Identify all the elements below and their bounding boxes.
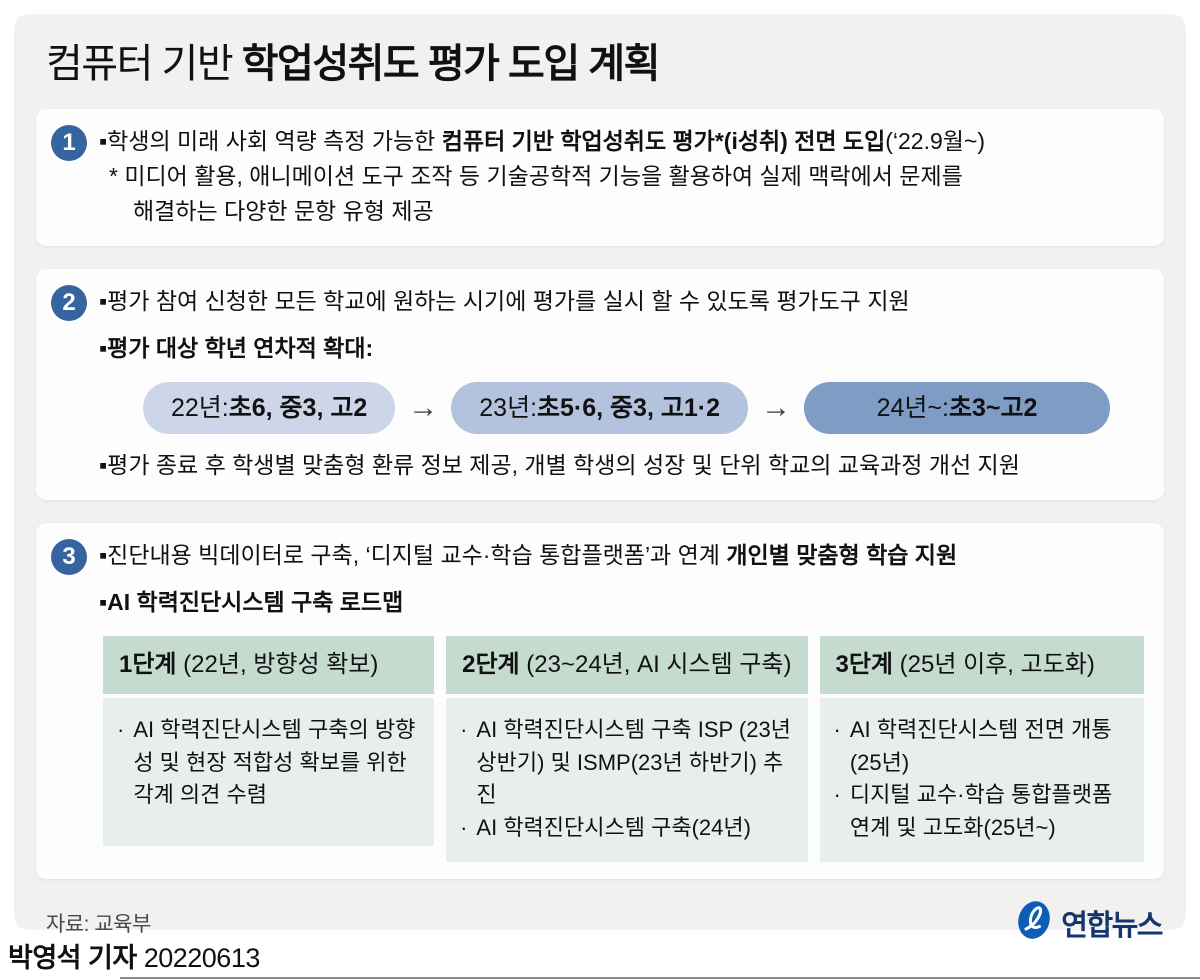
flow-step-2023: 23년: 초5·6, 중3, 고1·2 [451, 381, 748, 434]
section-1-footnote-line-1: * 미디어 활용, 애니메이션 도구 조작 등 기술공학적 기능을 활용하여 실… [109, 162, 963, 189]
section-1-line-1-pre: 학생의 미래 사회 역량 측정 가능한 [107, 128, 442, 154]
roadmap-column-stage2: 2단계 (23~24년, AI 시스템 구축) · AI 학력진단시스템 구축 I… [446, 635, 808, 863]
square-bullet-icon: ▪ [99, 128, 108, 154]
square-bullet-icon: ▪ [99, 287, 108, 314]
roadmap-stage1-header: 1단계 (22년, 방향성 확보) [103, 635, 435, 695]
roadmap-stage1-body: · AI 학력진단시스템 구축의 방향성 및 현장 적합성 확보를 위한 각계 의… [103, 698, 435, 847]
section-2-line-1: ▪평가 참여 신청한 모든 학교에 원하는 시기에 평가를 실시 할 수 있도록… [99, 284, 1110, 319]
flow-step-2024: 24년~: 초3~고2 [803, 381, 1110, 434]
list-item-text: AI 학력진단시스템 구축 ISP (23년 상반기) 및 ISMP(23년 하… [476, 717, 791, 808]
yonhap-logo-text: 연합뉴스 [1061, 909, 1163, 942]
roadmap-stage2-period: (23~24년, AI 시스템 구축) [519, 650, 792, 678]
section-3-row: 3 ▪진단내용 빅데이터로 구축, ‘디지털 교수·학습 통합플랫폼’과 연계 … [51, 538, 1144, 863]
roadmap-stage2-title: 2단계 [462, 650, 520, 678]
list-item-text: 디지털 교수·학습 통합플랫폼 연계 및 고도화(25년~) [849, 782, 1113, 840]
ai-roadmap-table: 1단계 (22년, 방향성 확보) · AI 학력진단시스템 구축의 방향성 및 … [103, 635, 1144, 863]
section-2-row: 2 ▪평가 참여 신청한 모든 학교에 원하는 시기에 평가를 실시 할 수 있… [51, 284, 1144, 483]
list-item: · 디지털 교수·학습 통합플랫폼 연계 및 고도화(25년~) [834, 779, 1132, 844]
square-bullet-icon: ▪ [99, 334, 108, 361]
section-3-line-1: ▪진단내용 빅데이터로 구축, ‘디지털 교수·학습 통합플랫폼’과 연계 개인… [99, 538, 1144, 573]
panel-footer: 자료: 교육부 연합뉴스 [46, 899, 1163, 946]
bottom-divider [120, 977, 1200, 979]
list-item: · AI 학력진단시스템 구축 ISP (23년 상반기) 및 ISMP(23년 … [460, 714, 795, 812]
dot-bullet-icon: · [460, 814, 468, 840]
page-title-bold: 학업성취도 평가 도입 계획 [241, 42, 661, 86]
flow-arrow-icon: → [408, 390, 439, 424]
roadmap-stage1-period: (22년, 방향성 확보) [176, 650, 379, 678]
dot-bullet-icon: · [117, 717, 125, 743]
section-2-line-3-text: 평가 종료 후 학생별 맞춤형 환류 정보 제공, 개별 학생의 성장 및 단위… [107, 451, 1020, 478]
section-2-line-3: ▪평가 종료 후 학생별 맞춤형 환류 정보 제공, 개별 학생의 성장 및 단… [99, 448, 1110, 483]
dot-bullet-icon: · [833, 717, 841, 743]
infographic-panel: 컴퓨터 기반 학업성취도 평가 도입 계획 1 ▪학생의 미래 사회 역량 측정… [14, 14, 1186, 942]
square-bullet-icon: ▪ [99, 588, 108, 615]
section-1-line-1: ▪학생의 미래 사회 역량 측정 가능한 컴퓨터 기반 학업성취도 평가*(i성… [99, 124, 985, 159]
section-3-number-badge: 3 [51, 538, 87, 575]
section-1-text: ▪학생의 미래 사회 역량 측정 가능한 컴퓨터 기반 학업성취도 평가*(i성… [99, 124, 985, 229]
section-3-line-1-pre: 진단내용 빅데이터로 구축, ‘디지털 교수·학습 통합플랫폼’과 연계 [107, 541, 727, 568]
roadmap-stage3-list: · AI 학력진단시스템 전면 개통(25년) · 디지털 교수·학습 통합플랫폼 … [834, 714, 1132, 844]
section-1-row: 1 ▪학생의 미래 사회 역량 측정 가능한 컴퓨터 기반 학업성취도 평가*(… [51, 124, 1144, 229]
roadmap-stage1-list: · AI 학력진단시스템 구축의 방향성 및 현장 적합성 확보를 위한 각계 의… [117, 714, 422, 812]
flow-step-2022: 22년: 초6, 중3, 고2 [143, 381, 396, 434]
flow-step-2024-year: 24년~: [876, 393, 949, 422]
section-2-text: ▪평가 참여 신청한 모든 학교에 원하는 시기에 평가를 실시 할 수 있도록… [99, 284, 1110, 483]
section-3-line-1-bold: 개인별 맞춤형 학습 지원 [726, 541, 958, 568]
grade-expansion-flow: 22년: 초6, 중3, 고2 → 23년: 초5·6, 중3, 고1·2 → 24… [143, 381, 1110, 434]
section-1-footnote-line-2: 해결하는 다양한 문항 유형 제공 [133, 197, 434, 224]
list-item-text: AI 학력진단시스템 구축(24년) [476, 814, 751, 840]
roadmap-column-stage3: 3단계 (25년 이후, 고도화) · AI 학력진단시스템 전면 개통(25년)… [819, 635, 1144, 863]
roadmap-stage3-body: · AI 학력진단시스템 전면 개통(25년) · 디지털 교수·학습 통합플랫폼 … [819, 698, 1144, 863]
yonhap-logo-icon [1014, 899, 1054, 946]
roadmap-column-stage1: 1단계 (22년, 방향성 확보) · AI 학력진단시스템 구축의 방향성 및 … [103, 635, 435, 863]
roadmap-stage2-body: · AI 학력진단시스템 구축 ISP (23년 상반기) 및 ISMP(23년 … [446, 698, 808, 863]
list-item: · AI 학력진단시스템 전면 개통(25년) [834, 714, 1132, 779]
roadmap-stage3-header: 3단계 (25년 이후, 고도화) [819, 635, 1144, 695]
section-3-card: 3 ▪진단내용 빅데이터로 구축, ‘디지털 교수·학습 통합플랫폼’과 연계 … [36, 522, 1164, 880]
section-2-line-2-text: 평가 대상 학년 연차적 확대: [107, 334, 374, 361]
roadmap-stage2-list: · AI 학력진단시스템 구축 ISP (23년 상반기) 및 ISMP(23년 … [460, 714, 795, 844]
flow-step-2024-grades: 초3~고2 [948, 393, 1038, 422]
square-bullet-icon: ▪ [99, 451, 108, 478]
dot-bullet-icon: · [833, 782, 841, 808]
dot-bullet-icon: · [460, 717, 468, 743]
byline-reporter: 박영석 기자 [8, 943, 137, 973]
section-2-number-badge: 2 [51, 284, 87, 321]
list-item: · AI 학력진단시스템 구축의 방향성 및 현장 적합성 확보를 위한 각계 의… [117, 714, 422, 812]
section-1-line-1-bold: 컴퓨터 기반 학업성취도 평가*(i성취) 전면 도입 [441, 128, 886, 154]
section-2-line-2: ▪평가 대상 학년 연차적 확대: [99, 331, 1110, 366]
section-3-line-2-text: AI 학력진단시스템 구축 로드맵 [107, 588, 404, 615]
section-2-line-1-text: 평가 참여 신청한 모든 학교에 원하는 시기에 평가를 실시 할 수 있도록 … [107, 287, 910, 314]
yonhap-logo: 연합뉴스 [1014, 899, 1163, 946]
page-title-light: 컴퓨터 기반 [46, 42, 242, 86]
section-1-number-badge: 1 [51, 125, 87, 161]
flow-step-2022-grades: 초6, 중3, 고2 [228, 393, 368, 422]
flow-step-2022-year: 22년: [171, 393, 229, 422]
flow-step-2023-year: 23년: [479, 393, 538, 422]
roadmap-stage3-period: (25년 이후, 고도화) [893, 650, 1095, 678]
section-1-line-1-post: (‘22.9월~) [885, 128, 986, 154]
section-3-text: ▪진단내용 빅데이터로 구축, ‘디지털 교수·학습 통합플랫폼’과 연계 개인… [99, 538, 1144, 863]
flow-step-2023-grades: 초5·6, 중3, 고1·2 [537, 393, 720, 422]
roadmap-stage3-title: 3단계 [835, 650, 894, 678]
list-item-text: AI 학력진단시스템 구축의 방향성 및 현장 적합성 확보를 위한 각계 의견… [133, 717, 416, 808]
roadmap-stage2-header: 2단계 (23~24년, AI 시스템 구축) [446, 635, 808, 695]
list-item: · AI 학력진단시스템 구축(24년) [460, 812, 795, 845]
section-2-card: 2 ▪평가 참여 신청한 모든 학교에 원하는 시기에 평가를 실시 할 수 있… [36, 268, 1164, 500]
list-item-text: AI 학력진단시스템 전면 개통(25년) [849, 717, 1112, 775]
page-title: 컴퓨터 기반 학업성취도 평가 도입 계획 [14, 14, 1186, 86]
byline: 박영석 기자 20220613 [8, 936, 260, 975]
square-bullet-icon: ▪ [99, 541, 108, 568]
roadmap-stage1-title: 1단계 [119, 650, 177, 678]
byline-date: 20220613 [143, 943, 261, 973]
section-1-card: 1 ▪학생의 미래 사회 역량 측정 가능한 컴퓨터 기반 학업성취도 평가*(… [36, 109, 1164, 246]
section-3-line-2: ▪AI 학력진단시스템 구축 로드맵 [99, 585, 1144, 620]
source-credit: 자료: 교육부 [46, 912, 151, 936]
flow-arrow-icon: → [760, 390, 791, 424]
